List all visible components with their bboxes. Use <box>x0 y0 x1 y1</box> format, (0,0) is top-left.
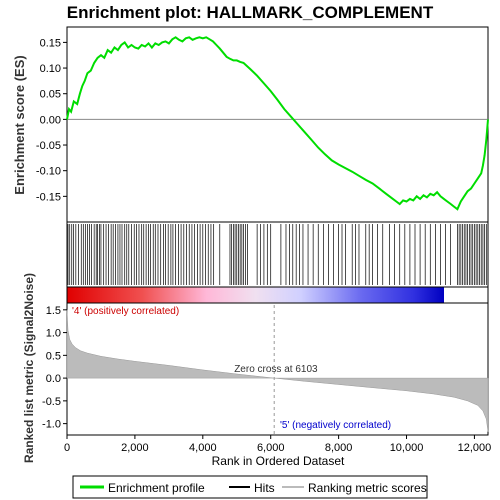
metric-y-tick-label: 1.0 <box>46 328 61 340</box>
legend-metric-label: Ranking metric scores <box>308 481 427 495</box>
x-tick-label: 8,000 <box>325 442 353 454</box>
x-axis: 0 2,000 4,000 6,000 8,000 10,000 12,000 <box>64 435 491 454</box>
legend-profile-label: Enrichment profile <box>108 481 205 495</box>
hits-panel <box>66 221 489 288</box>
ranking-metric-area <box>66 309 489 432</box>
metric-y-tick-label: 0.5 <box>46 350 61 362</box>
legend-hits-label: Hits <box>254 481 275 495</box>
ranking-color-band <box>67 287 444 303</box>
es-y-tick-label: 0.15 <box>40 37 61 49</box>
es-y-axis: -0.15 -0.10 -0.05 0.00 0.05 0.10 0.15 <box>36 37 67 203</box>
x-tick-label: 12,000 <box>458 442 492 454</box>
hit-marks <box>67 224 489 285</box>
metric-y-axis-label: Ranked list metric (Signal2Noise) <box>22 273 36 463</box>
es-y-tick-label: -0.15 <box>36 191 61 203</box>
negative-correlation-label: '5' (negatively correlated) <box>280 420 391 431</box>
metric-y-tick-label: -1.0 <box>42 419 61 431</box>
es-y-tick-label: -0.05 <box>36 140 61 152</box>
positive-correlation-label: '4' (positively correlated) <box>72 306 179 317</box>
x-tick-label: 6,000 <box>257 442 285 454</box>
zero-cross-annotation: Zero cross at 6103 <box>234 364 318 375</box>
metric-y-tick-label: 0.0 <box>46 373 61 385</box>
chart-title: Enrichment plot: HALLMARK_COMPLEMENT <box>67 3 434 22</box>
es-y-tick-label: 0.10 <box>40 63 61 75</box>
es-panel: -0.15 -0.10 -0.05 0.00 0.05 0.10 0.15 Enrichme… <box>12 26 489 223</box>
metric-y-axis: -1.0 -0.5 0.0 0.5 1.0 1.5 <box>42 305 67 431</box>
metric-panel: -1.0 -0.5 0.0 0.5 1.0 1.5 0 2,000 4,000 6,000 8,0… <box>22 273 491 468</box>
metric-y-tick-label: -0.5 <box>42 396 61 408</box>
es-panel-frame <box>66 26 489 223</box>
x-axis-label: Rank in Ordered Dataset <box>212 454 345 468</box>
es-y-axis-label: Enrichment score (ES) <box>12 55 27 194</box>
es-y-tick-label: -0.10 <box>36 166 61 178</box>
legend: Enrichment profile Hits Ranking metric s… <box>72 475 428 499</box>
enrichment-profile-line <box>66 36 489 211</box>
es-y-tick-label: 0.05 <box>40 89 61 101</box>
es-y-tick-label: 0.00 <box>40 114 61 126</box>
x-tick-label: 10,000 <box>390 442 424 454</box>
metric-y-tick-label: 1.5 <box>46 305 61 317</box>
x-tick-label: 0 <box>64 442 70 454</box>
x-tick-label: 2,000 <box>121 442 149 454</box>
x-tick-label: 4,000 <box>189 442 217 454</box>
